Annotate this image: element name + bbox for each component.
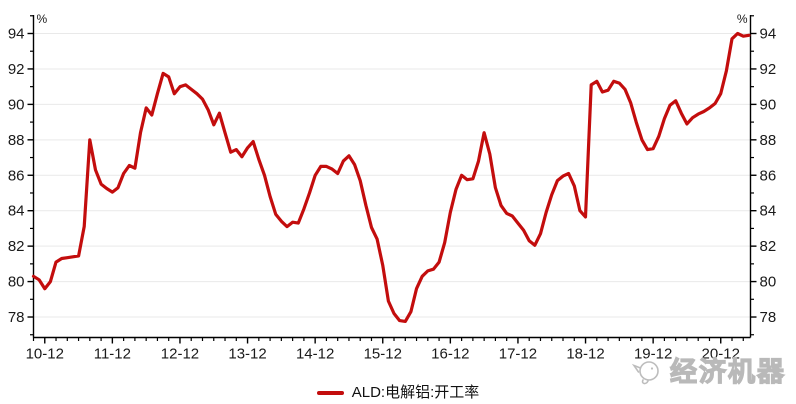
svg-text:86: 86	[8, 167, 25, 184]
svg-text:12-12: 12-12	[161, 346, 199, 363]
svg-text:%: %	[37, 12, 48, 26]
svg-text:13-12: 13-12	[228, 346, 266, 363]
svg-text:80: 80	[8, 274, 25, 291]
svg-text:80: 80	[760, 274, 777, 291]
y-axis-labels-left: 78 80 82 84 86 88 90 92 94	[8, 26, 25, 327]
x-axis-labels: 10-12 11-12 12-12 13-12 14-12 15-12 16-12 17-12…	[26, 346, 740, 363]
svg-text:20-12: 20-12	[702, 346, 740, 363]
svg-text:78: 78	[8, 309, 25, 326]
svg-text:15-12: 15-12	[364, 346, 402, 363]
svg-text:92: 92	[8, 61, 25, 78]
svg-text:90: 90	[8, 96, 25, 113]
y-axis-labels-right: 78 80 82 84 86 88 90 92 94	[760, 26, 777, 327]
svg-text:14-12: 14-12	[296, 346, 334, 363]
svg-text:94: 94	[8, 26, 25, 43]
svg-text:17-12: 17-12	[499, 346, 537, 363]
svg-text:88: 88	[8, 132, 25, 149]
svg-text:78: 78	[760, 309, 777, 326]
svg-text:82: 82	[760, 238, 777, 255]
svg-text:11-12: 11-12	[94, 346, 131, 363]
axis-unit-labels: %%	[37, 12, 748, 26]
svg-text:88: 88	[760, 132, 777, 149]
svg-text:90: 90	[760, 96, 777, 113]
data-series-line	[31, 31, 751, 323]
axis-ticks	[27, 15, 757, 344]
gridlines	[33, 33, 751, 318]
svg-text:86: 86	[760, 167, 777, 184]
svg-text:16-12: 16-12	[431, 346, 469, 363]
svg-text:19-12: 19-12	[634, 346, 672, 363]
svg-text:94: 94	[760, 26, 777, 43]
svg-text:84: 84	[8, 203, 25, 220]
legend: ALD:电解铝:开工率	[0, 382, 796, 404]
axes	[32, 15, 752, 339]
svg-text:10-12: 10-12	[26, 346, 64, 363]
svg-text:%: %	[737, 12, 748, 26]
svg-text:92: 92	[760, 61, 777, 78]
legend-series-label: ALD:电解铝:开工率	[351, 383, 480, 401]
legend-line-swatch	[316, 391, 344, 395]
svg-text:84: 84	[760, 203, 777, 220]
svg-text:18-12: 18-12	[566, 346, 604, 363]
svg-text:82: 82	[8, 238, 25, 255]
